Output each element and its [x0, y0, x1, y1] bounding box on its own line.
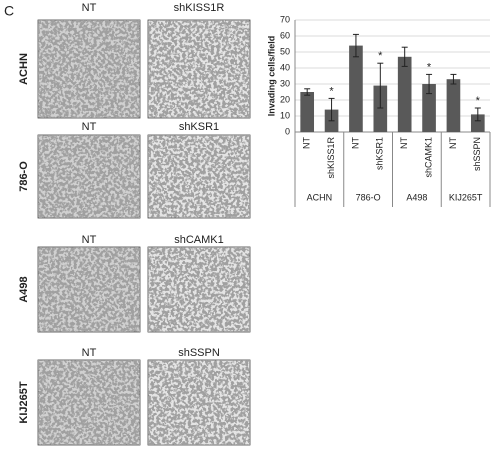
x-tick-label: NT	[399, 137, 409, 149]
x-tick-label: shSSPN	[472, 137, 482, 171]
y-tick-label: 70	[280, 14, 290, 24]
group-label: KIJ265T	[449, 192, 483, 202]
x-tick-label: NT	[448, 137, 458, 149]
panel-label: C	[4, 3, 14, 19]
significance-mark: *	[476, 95, 481, 107]
x-tick-label: NT	[350, 137, 360, 149]
group-label: 786-O	[356, 192, 381, 202]
micrograph-label: shKSR1	[179, 121, 219, 133]
bar	[300, 92, 315, 132]
bar	[397, 56, 412, 132]
cell-line-label: KIJ265T	[18, 381, 30, 423]
y-axis-label: Invading cells/field	[266, 36, 276, 117]
micrograph-label: NT	[82, 234, 97, 246]
micrograph-texture	[38, 135, 140, 218]
y-tick-label: 20	[280, 94, 290, 104]
y-tick-label: 40	[280, 62, 290, 72]
cell-line-label: ACHN	[18, 53, 30, 85]
significance-mark: *	[427, 61, 432, 73]
micrograph-texture	[148, 135, 250, 218]
y-tick-label: 10	[280, 110, 290, 120]
y-tick-label: 50	[280, 46, 290, 56]
bar	[373, 85, 388, 132]
y-tick-label: 30	[280, 78, 290, 88]
cell-line-label: 786-O	[18, 161, 30, 192]
x-tick-label: shCAMK1	[423, 137, 433, 178]
bar	[422, 84, 436, 132]
micrograph-texture	[38, 20, 140, 118]
x-tick-label: shKSR1	[375, 137, 385, 170]
micrograph-label: shSSPN	[178, 347, 220, 359]
bar	[470, 114, 485, 132]
micrograph-label: NT	[82, 121, 97, 133]
micrograph-label: shCAMK1	[174, 234, 224, 246]
significance-mark: *	[378, 50, 383, 62]
micrograph-texture	[38, 360, 140, 445]
micrograph-texture	[148, 360, 250, 445]
micrograph-texture	[38, 247, 140, 332]
micrograph-texture	[148, 20, 250, 118]
bar	[446, 79, 461, 132]
x-tick-label: shKISS1R	[326, 137, 336, 179]
y-tick-label: 60	[280, 30, 290, 40]
cell-line-label: A498	[18, 276, 30, 302]
significance-mark: *	[329, 85, 334, 97]
micrograph-label: shKISS1R	[174, 2, 225, 14]
y-tick-label: 0	[285, 126, 290, 136]
micrograph-texture	[148, 247, 250, 332]
group-label: ACHN	[307, 192, 333, 202]
micrograph-label: NT	[82, 347, 97, 359]
bar	[349, 45, 363, 132]
micrograph-label: NT	[82, 2, 97, 14]
group-label: A498	[406, 192, 427, 202]
x-tick-label: NT	[302, 137, 312, 149]
